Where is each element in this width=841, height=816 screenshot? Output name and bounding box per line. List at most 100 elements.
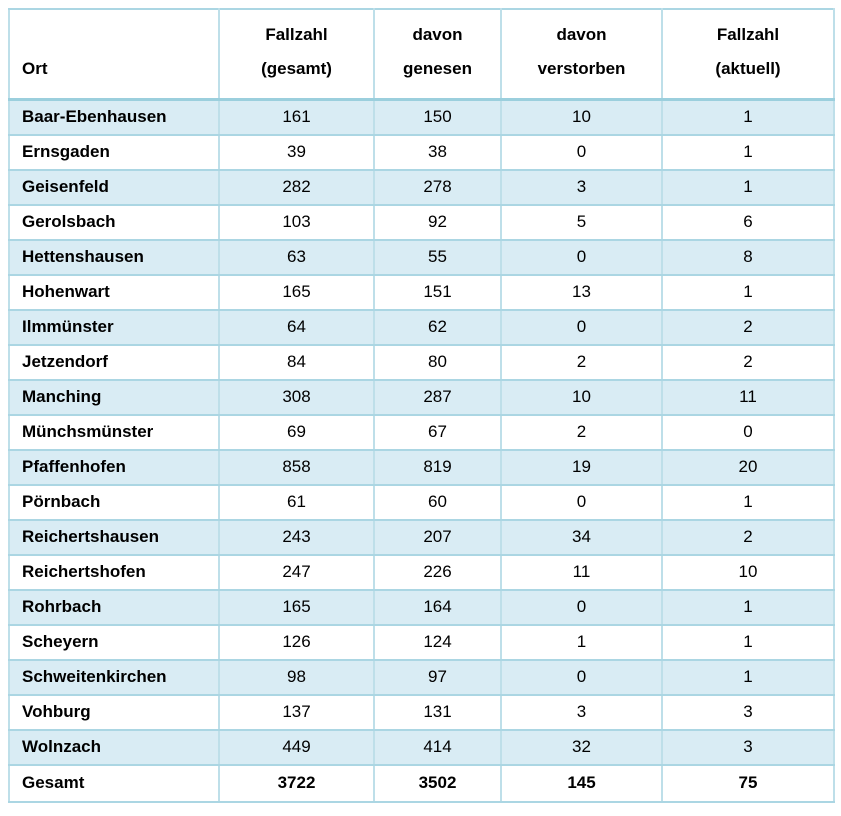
col-header-ort-line1 — [22, 18, 217, 52]
cell-davon-verstorben: 1 — [500, 623, 663, 661]
cell-fallzahl-aktuell: 1 — [661, 98, 835, 136]
cell-fallzahl-gesamt: 69 — [218, 413, 375, 451]
cell-fallzahl-aktuell: 3 — [661, 728, 835, 766]
cell-davon-genesen: 150 — [373, 98, 502, 136]
cell-fallzahl-aktuell: 6 — [661, 203, 835, 241]
cell-ort: Vohburg — [8, 693, 220, 731]
cell-fallzahl-aktuell: 1 — [661, 588, 835, 626]
cell-ort: Ernsgaden — [8, 133, 220, 171]
table-row: Gerolsbach 103 92 5 6 — [8, 203, 835, 241]
cell-davon-genesen: 60 — [373, 483, 502, 521]
table-body: Baar-Ebenhausen 161 150 10 1 Ernsgaden 3… — [8, 98, 835, 803]
cell-davon-verstorben: 10 — [500, 98, 663, 136]
cell-fallzahl-aktuell: 1 — [661, 168, 835, 206]
table-row: Reichertshausen 243 207 34 2 — [8, 518, 835, 556]
cell-davon-genesen: 164 — [373, 588, 502, 626]
cell-fallzahl-aktuell: 1 — [661, 658, 835, 696]
table-row: Pfaffenhofen 858 819 19 20 — [8, 448, 835, 486]
table-row: Geisenfeld 282 278 3 1 — [8, 168, 835, 206]
cell-davon-verstorben: 0 — [500, 133, 663, 171]
cell-davon-verstorben: 2 — [500, 413, 663, 451]
cell-fallzahl-gesamt: 282 — [218, 168, 375, 206]
col-header-davon-verstorben-line1: davon — [556, 25, 607, 44]
cell-fallzahl-aktuell: 2 — [661, 518, 835, 556]
cell-ort: Münchsmünster — [8, 413, 220, 451]
cell-ort: Reichertshausen — [8, 518, 220, 556]
col-header-fallzahl-aktuell: Fallzahl (aktuell) — [661, 8, 835, 101]
col-header-fallzahl-gesamt: Fallzahl (gesamt) — [218, 8, 375, 101]
cell-ort: Gerolsbach — [8, 203, 220, 241]
cell-fallzahl-gesamt: 308 — [218, 378, 375, 416]
cell-fallzahl-gesamt: 247 — [218, 553, 375, 591]
cell-davon-verstorben: 34 — [500, 518, 663, 556]
cell-ort: Scheyern — [8, 623, 220, 661]
table-row: Schweitenkirchen 98 97 0 1 — [8, 658, 835, 696]
cell-fallzahl-aktuell: 8 — [661, 238, 835, 276]
table-row: Rohrbach 165 164 0 1 — [8, 588, 835, 626]
cell-davon-genesen: 55 — [373, 238, 502, 276]
cell-ort: Pörnbach — [8, 483, 220, 521]
cell-fallzahl-gesamt: 84 — [218, 343, 375, 381]
cell-davon-genesen: 819 — [373, 448, 502, 486]
cell-fallzahl-aktuell: 2 — [661, 308, 835, 346]
cell-ort: Rohrbach — [8, 588, 220, 626]
cell-davon-genesen: 67 — [373, 413, 502, 451]
table-row: Münchsmünster 69 67 2 0 — [8, 413, 835, 451]
cell-ort: Hettenshausen — [8, 238, 220, 276]
cell-ort: Hohenwart — [8, 273, 220, 311]
cell-davon-verstorben: 2 — [500, 343, 663, 381]
cell-fallzahl-gesamt: 137 — [218, 693, 375, 731]
cell-fallzahl-aktuell: 1 — [661, 623, 835, 661]
cell-fallzahl-gesamt: 61 — [218, 483, 375, 521]
cell-davon-genesen: 62 — [373, 308, 502, 346]
cell-davon-verstorben: 11 — [500, 553, 663, 591]
col-header-davon-verstorben: davon verstorben — [500, 8, 663, 101]
cell-fallzahl-gesamt: 103 — [218, 203, 375, 241]
cell-fallzahl-aktuell: 1 — [661, 133, 835, 171]
table-row: Manching 308 287 10 11 — [8, 378, 835, 416]
cell-davon-verstorben: 3 — [500, 168, 663, 206]
table-row: Jetzendorf 84 80 2 2 — [8, 343, 835, 381]
table-row: Hettenshausen 63 55 0 8 — [8, 238, 835, 276]
cell-fallzahl-gesamt: 64 — [218, 308, 375, 346]
cell-davon-genesen: 278 — [373, 168, 502, 206]
cell-davon-genesen: 287 — [373, 378, 502, 416]
table-row: Ernsgaden 39 38 0 1 — [8, 133, 835, 171]
cell-fallzahl-gesamt: 3722 — [218, 763, 375, 803]
cell-fallzahl-aktuell: 11 — [661, 378, 835, 416]
col-header-davon-genesen-line2: genesen — [403, 59, 472, 78]
cell-davon-verstorben: 0 — [500, 588, 663, 626]
col-header-ort-line2: Ort — [22, 59, 48, 78]
table-row: Scheyern 126 124 1 1 — [8, 623, 835, 661]
table-row: Pörnbach 61 60 0 1 — [8, 483, 835, 521]
cell-davon-genesen: 124 — [373, 623, 502, 661]
cell-davon-genesen: 131 — [373, 693, 502, 731]
table-row: Baar-Ebenhausen 161 150 10 1 — [8, 98, 835, 136]
col-header-fallzahl-aktuell-line2: (aktuell) — [715, 59, 781, 78]
cell-davon-genesen: 226 — [373, 553, 502, 591]
cell-fallzahl-gesamt: 165 — [218, 273, 375, 311]
cell-fallzahl-gesamt: 165 — [218, 588, 375, 626]
cell-davon-verstorben: 145 — [500, 763, 663, 803]
cell-davon-genesen: 3502 — [373, 763, 502, 803]
cell-davon-genesen: 414 — [373, 728, 502, 766]
cell-davon-verstorben: 10 — [500, 378, 663, 416]
cell-davon-verstorben: 0 — [500, 483, 663, 521]
cell-fallzahl-gesamt: 126 — [218, 623, 375, 661]
cell-davon-verstorben: 3 — [500, 693, 663, 731]
cell-fallzahl-gesamt: 161 — [218, 98, 375, 136]
covid-cases-table: Ort Fallzahl (gesamt) davon genesen davo… — [8, 8, 835, 803]
cell-davon-genesen: 97 — [373, 658, 502, 696]
cell-fallzahl-gesamt: 98 — [218, 658, 375, 696]
cell-fallzahl-gesamt: 858 — [218, 448, 375, 486]
col-header-davon-genesen-line1: davon — [412, 25, 463, 44]
header-row: Ort Fallzahl (gesamt) davon genesen davo… — [8, 8, 835, 101]
cell-fallzahl-aktuell: 20 — [661, 448, 835, 486]
cell-ort: Geisenfeld — [8, 168, 220, 206]
table-row: Wolnzach 449 414 32 3 — [8, 728, 835, 766]
cell-fallzahl-aktuell: 75 — [661, 763, 835, 803]
table-row: Hohenwart 165 151 13 1 — [8, 273, 835, 311]
cell-davon-verstorben: 13 — [500, 273, 663, 311]
cell-fallzahl-gesamt: 39 — [218, 133, 375, 171]
